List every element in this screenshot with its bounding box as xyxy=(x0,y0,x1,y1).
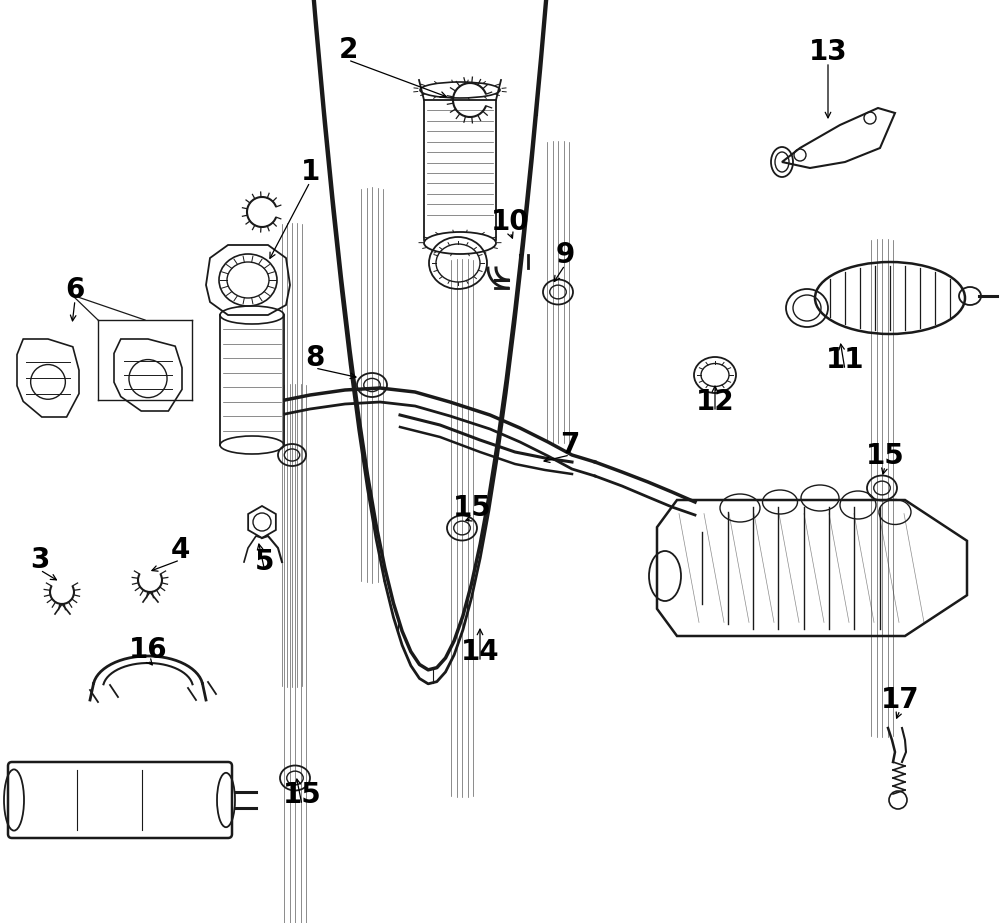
Text: 6: 6 xyxy=(65,276,85,304)
Text: 14: 14 xyxy=(461,638,499,666)
Text: 11: 11 xyxy=(826,346,864,374)
Text: 9: 9 xyxy=(555,241,575,269)
Text: 4: 4 xyxy=(170,536,190,564)
Text: 1: 1 xyxy=(300,158,320,186)
Text: 3: 3 xyxy=(30,546,50,574)
Text: 15: 15 xyxy=(866,442,904,470)
Text: 16: 16 xyxy=(129,636,167,664)
Text: 15: 15 xyxy=(453,494,491,522)
Text: 7: 7 xyxy=(560,431,580,459)
Text: 5: 5 xyxy=(255,548,275,576)
Text: 17: 17 xyxy=(881,686,919,714)
Text: 8: 8 xyxy=(305,344,325,372)
Text: 15: 15 xyxy=(283,781,321,809)
Text: 13: 13 xyxy=(809,38,847,66)
Text: 10: 10 xyxy=(491,208,529,236)
Text: 2: 2 xyxy=(338,36,358,64)
Text: 12: 12 xyxy=(696,388,734,416)
